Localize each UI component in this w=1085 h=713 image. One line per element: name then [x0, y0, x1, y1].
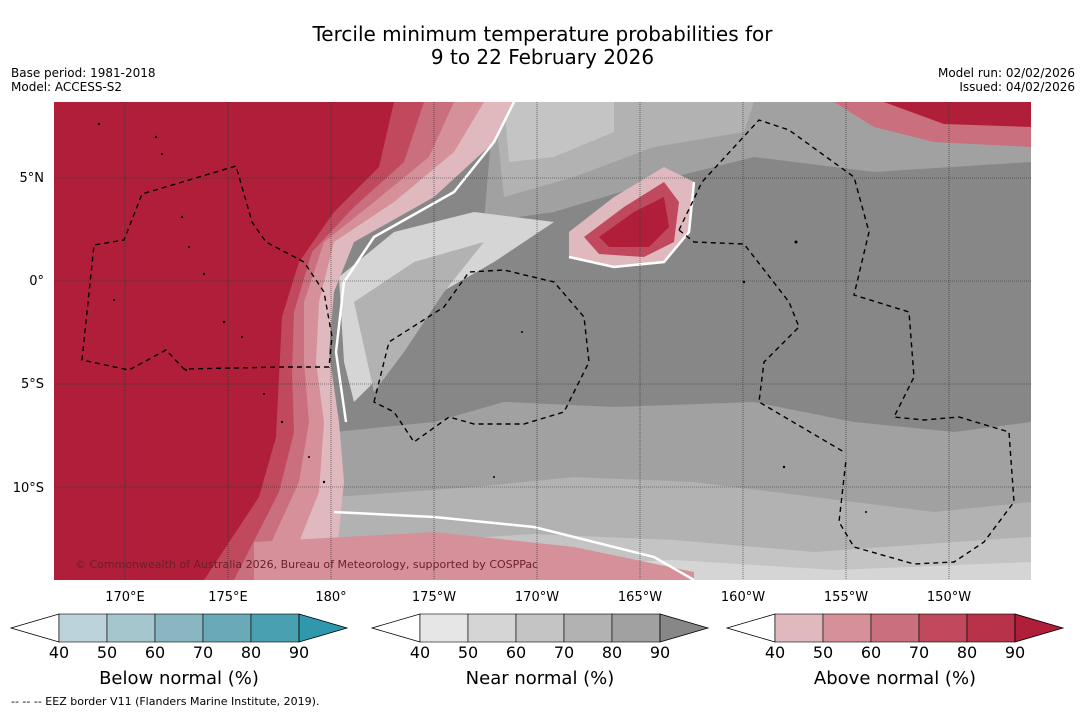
lat-label-0: 0°	[29, 274, 44, 289]
cb2-tick-50: 50	[812, 643, 834, 662]
colorbar-extend-low	[726, 613, 776, 643]
island-outlines	[97, 122, 867, 513]
cb0-tick-40: 40	[48, 643, 70, 662]
base-period: Base period: 1981-2018	[11, 66, 156, 80]
cb2-tick-40: 40	[764, 643, 786, 662]
above-normal-south-strip	[254, 532, 694, 580]
colorbar-segment-60	[154, 613, 204, 643]
above-normal-blob-north-90	[599, 197, 669, 247]
lon-label-170e: 170°E	[105, 590, 145, 605]
colorbar-segment-70	[202, 613, 252, 643]
colorbar-segment-40	[58, 613, 108, 643]
lon-label-170w: 170°W	[514, 590, 560, 605]
cb1-tick-40: 40	[409, 643, 431, 662]
colorbar-extend-low	[10, 613, 60, 643]
probability-map	[54, 102, 1031, 580]
title-line-2: 9 to 22 February 2026	[430, 45, 655, 69]
cb0-tick-50: 50	[96, 643, 118, 662]
category-boundary-2	[568, 181, 696, 269]
colorbar-extend-low	[371, 613, 421, 643]
cb0-tick-80: 80	[240, 643, 262, 662]
eez-borders	[81, 119, 1015, 565]
lon-label-180: 180°	[315, 590, 347, 605]
colorbar-segment-70	[563, 613, 613, 643]
colorbar-segment-70	[918, 613, 968, 643]
colorbar-segment-50	[467, 613, 517, 643]
category-boundary	[334, 102, 516, 423]
colorbar-above-normal	[726, 613, 1065, 643]
above-normal-west-90	[54, 102, 394, 580]
title-line-1: Tercile minimum temperature probabilitie…	[312, 22, 773, 46]
colorbar-segment-80	[966, 613, 1016, 643]
colorbar-segment-60	[515, 613, 565, 643]
colorbar-below-normal	[10, 613, 349, 643]
copyright-notice: © Commonwealth of Australia 2026, Bureau…	[75, 558, 539, 571]
cb2-tick-80: 80	[956, 643, 978, 662]
colorbar-segment-80	[250, 613, 300, 643]
lon-label-150w: 150°W	[926, 590, 972, 605]
colorbar-extend-high	[1014, 613, 1065, 643]
cb2-tick-70: 70	[908, 643, 930, 662]
lon-gridlines	[124, 102, 950, 580]
lat-gridlines	[54, 177, 1031, 488]
colorbar-segment-80	[611, 613, 661, 643]
category-boundary-3	[333, 510, 695, 580]
cb1-tick-60: 60	[505, 643, 527, 662]
colorbar-segment-40	[774, 613, 824, 643]
cb1-tick-50: 50	[457, 643, 479, 662]
cb1-tick-90: 90	[649, 643, 671, 662]
cb2-tick-90: 90	[1004, 643, 1026, 662]
cb0-tick-60: 60	[144, 643, 166, 662]
near-normal-north-50	[504, 102, 614, 162]
colorbar-segment-60	[870, 613, 920, 643]
lon-label-165w: 165°W	[617, 590, 663, 605]
colorbar-segment-40	[419, 613, 469, 643]
lat-label-5s: 5°S	[20, 377, 44, 392]
lon-label-175e: 175°E	[208, 590, 248, 605]
colorbar-extend-high	[298, 613, 349, 643]
cb1-tick-80: 80	[601, 643, 623, 662]
colorbar-extend-high	[659, 613, 710, 643]
lat-label-10s: 10°S	[12, 481, 44, 496]
cb0-tick-90: 90	[288, 643, 310, 662]
cb0-title: Below normal (%)	[99, 668, 259, 689]
cb2-title: Above normal (%)	[813, 668, 977, 689]
cb1-tick-70: 70	[553, 643, 575, 662]
model-run: Model run: 02/02/2026	[937, 66, 1075, 80]
cb1-title: Near normal (%)	[465, 668, 615, 689]
eez-footnote: -- -- -- EEZ border V11 (Flanders Marine…	[11, 695, 320, 708]
above-normal-northeast-90	[884, 102, 1031, 127]
lat-label-5n: 5°N	[19, 171, 45, 186]
colorbar-segment-50	[822, 613, 872, 643]
colorbar-near-normal	[371, 613, 710, 643]
lon-label-155w: 155°W	[823, 590, 869, 605]
colorbar-segment-50	[106, 613, 156, 643]
model-name: Model: ACCESS-S2	[11, 80, 123, 94]
lon-label-160w: 160°W	[720, 590, 766, 605]
lon-label-175w: 175°W	[411, 590, 457, 605]
issued-date: Issued: 04/02/2026	[959, 80, 1075, 94]
cb2-tick-60: 60	[860, 643, 882, 662]
cb0-tick-70: 70	[192, 643, 214, 662]
